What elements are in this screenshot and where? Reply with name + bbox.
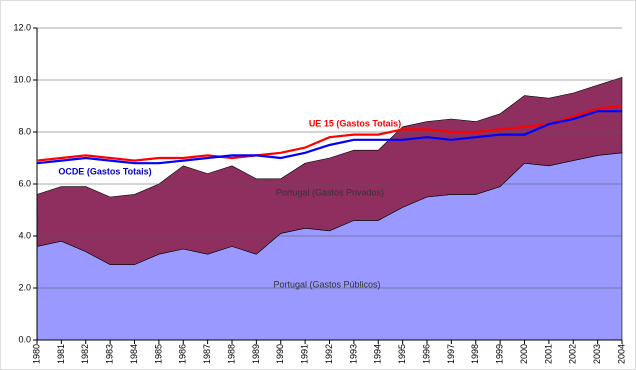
series-label: UE 15 (Gastos Totais) [309,118,401,128]
x-tick-label: 1980 [31,344,41,364]
y-tick-label: 0.0 [18,334,31,344]
x-tick-label: 2004 [616,344,626,364]
area [36,76,623,265]
y-tick-label: 12.0 [13,22,31,32]
x-tick-label: 1989 [251,344,261,364]
x-tick-label: 1984 [129,344,139,364]
x-tick-label: 1981 [56,344,66,364]
x-tick-label: 1992 [324,344,334,364]
y-tick-label: 8.0 [18,126,31,136]
line [36,110,622,165]
x-tick-label: 1988 [226,344,236,364]
x-tick-label: 2000 [519,344,529,364]
x-tick-label: 1998 [470,344,480,364]
x-tick-label: 1996 [421,344,431,364]
x-tick-label: 1983 [105,344,115,364]
series-label: Portugal (Gastos Privados) [276,187,384,197]
x-tick-label: 2003 [592,344,602,364]
x-tick-label: 1990 [275,344,285,364]
x-tick-label: 1985 [153,344,163,364]
x-tick-label: 1999 [495,344,505,364]
x-tick-label: 1987 [202,344,212,364]
x-tick-label: 2002 [568,344,578,364]
x-tick-label: 1986 [178,344,188,364]
x-tick-label: 1995 [397,344,407,364]
series-label: OCDE (Gastos Totais) [58,166,151,176]
line [36,104,623,162]
x-tick-label: 1993 [348,344,358,364]
x-tick-label: 1997 [446,344,456,364]
y-tick-label: 4.0 [18,230,31,240]
x-tick-label: 1982 [80,344,90,364]
x-tick-label: 1994 [373,344,383,364]
y-tick-label: 10.0 [13,74,31,84]
x-tick-label: 2001 [543,344,553,364]
x-tick-label: 1991 [300,344,310,364]
y-tick-label: 6.0 [18,178,31,188]
y-tick-label: 2.0 [18,282,31,292]
series-label: Portugal (Gastos Públicos) [273,279,380,289]
